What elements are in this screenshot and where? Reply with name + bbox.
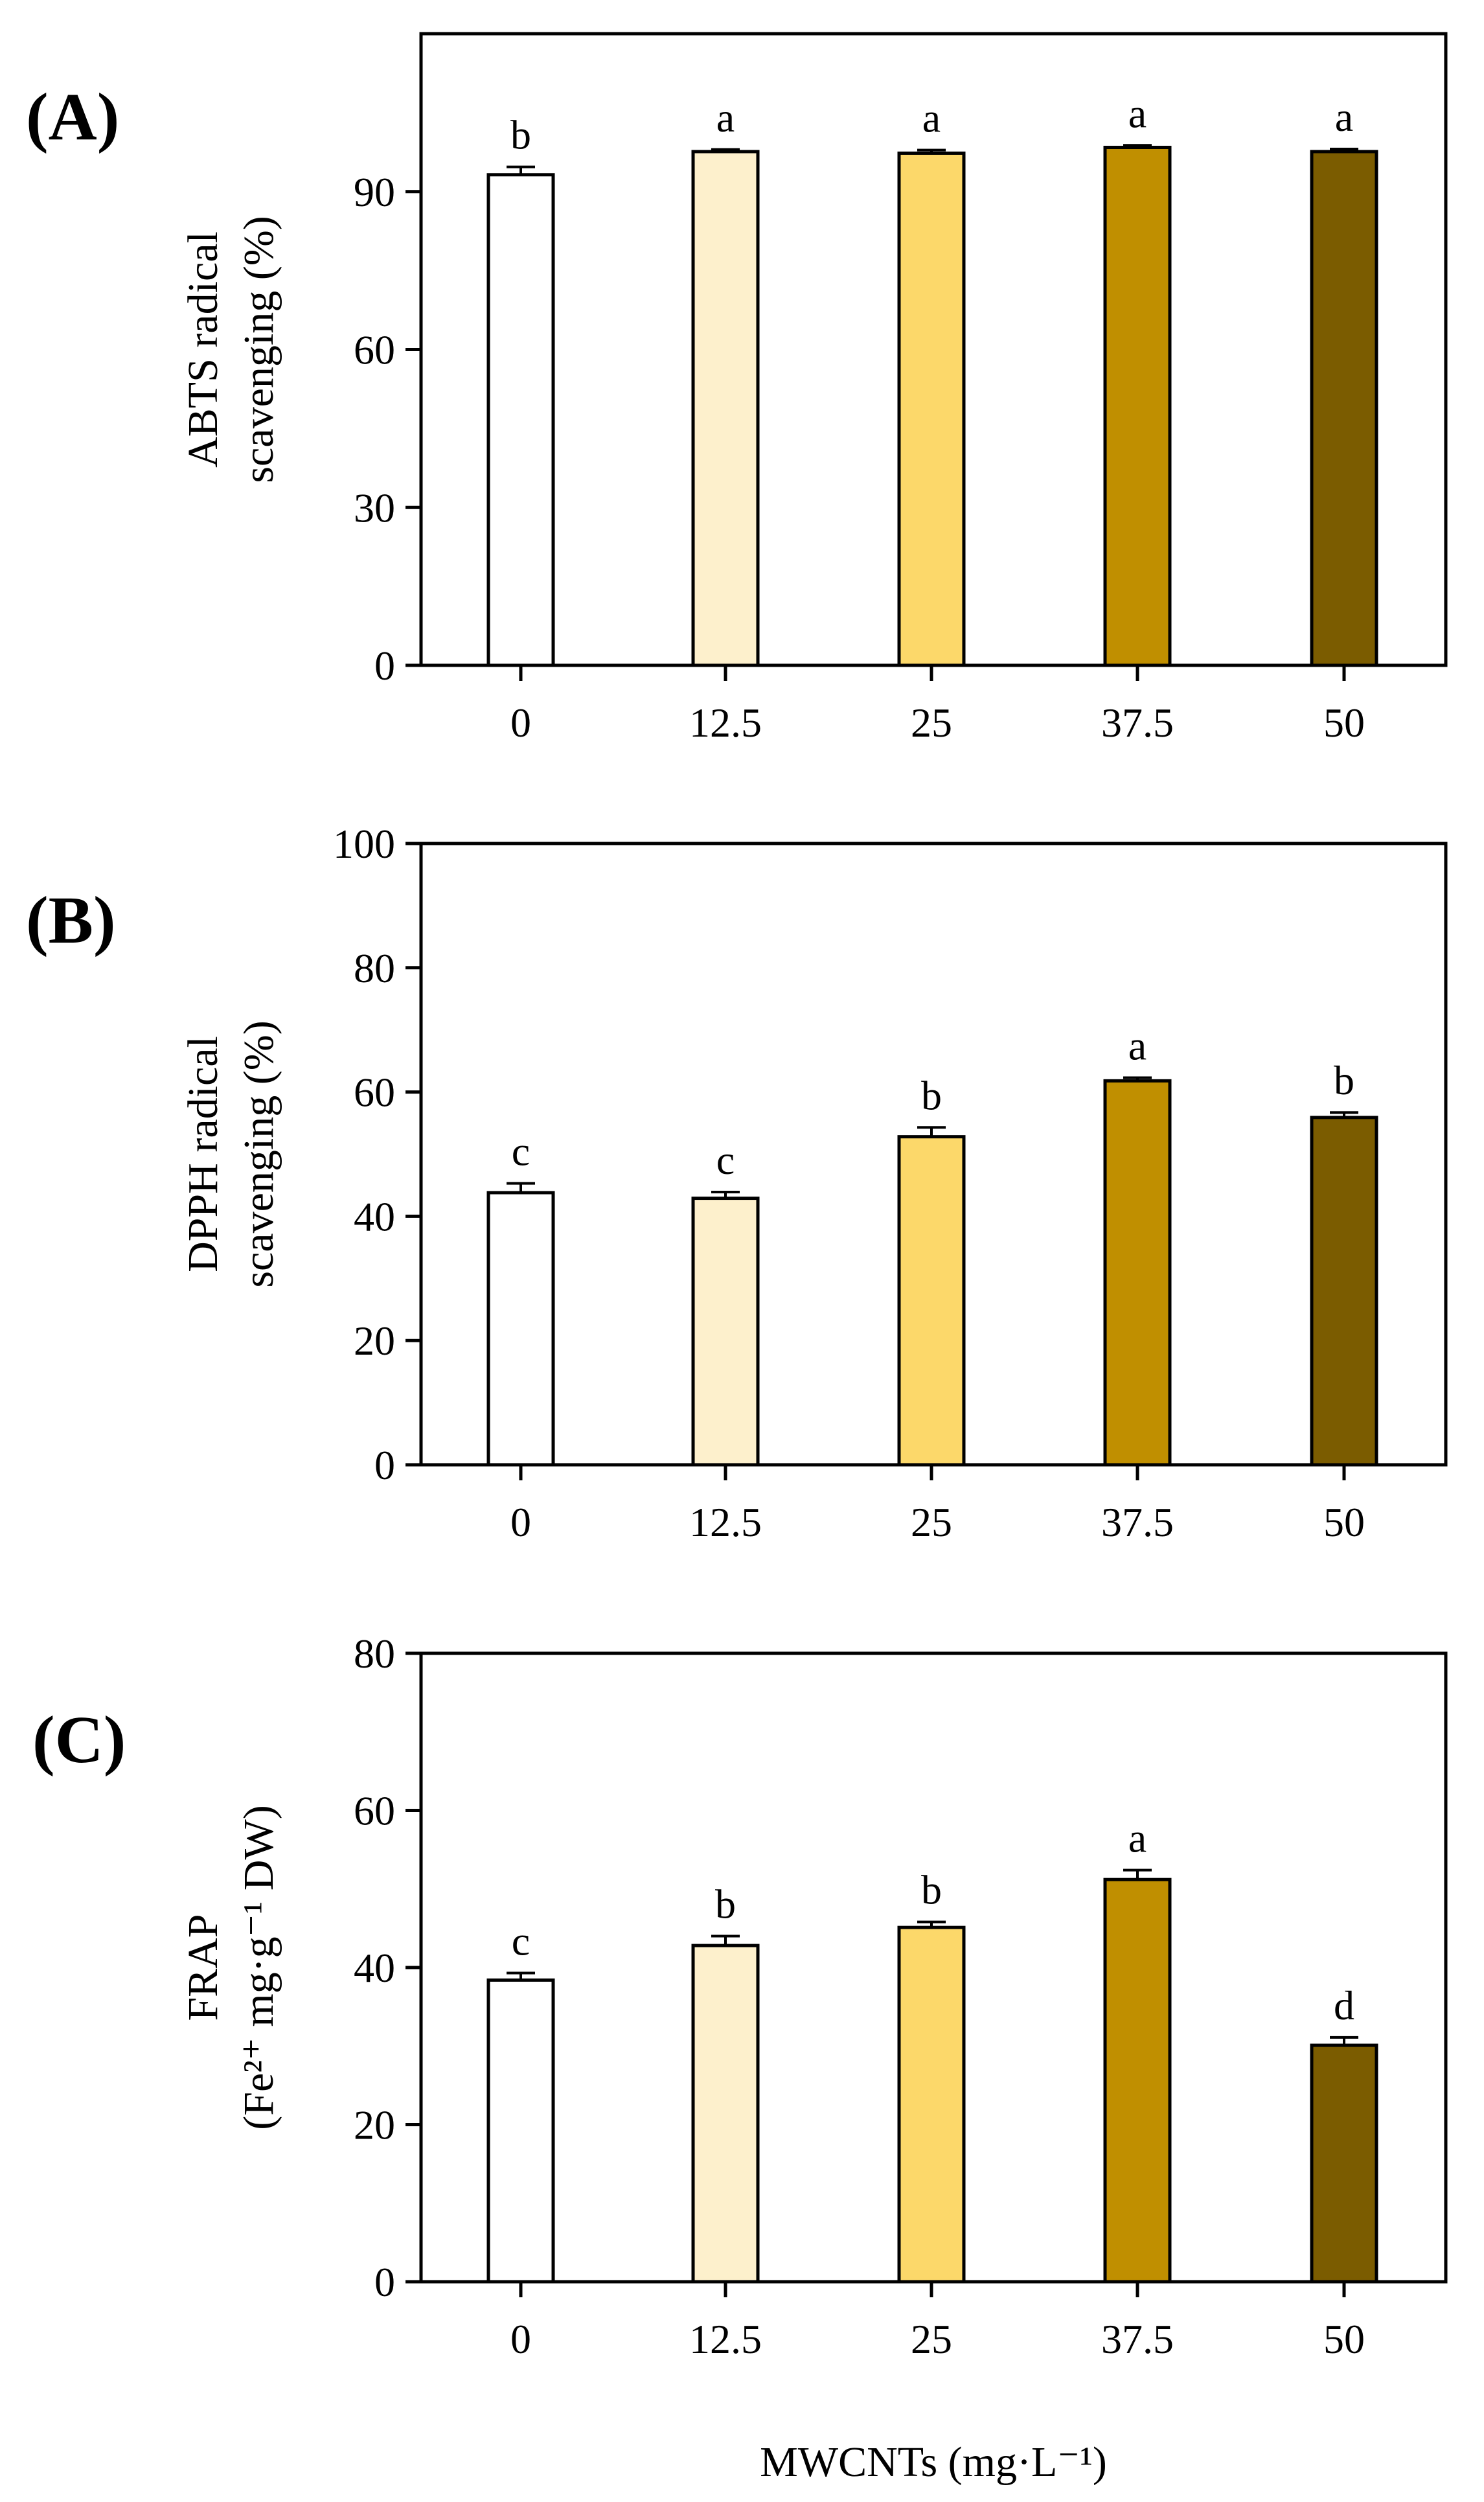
significance-letter: b <box>921 1867 942 1913</box>
y-tick-label: 90 <box>354 169 395 215</box>
significance-letter: a <box>922 95 941 141</box>
x-tick-label: 25 <box>911 700 952 746</box>
significance-letter: b <box>1334 1057 1354 1103</box>
bar <box>1103 1079 1172 1467</box>
panel-a: 0 30 60 90 b 0 a 12.5 a 25 a 37.5 a 50 ABTS radical sca… <box>26 32 1448 746</box>
y-tick-label: 80 <box>354 1631 395 1677</box>
bar <box>1310 2043 1378 2284</box>
bar <box>691 150 760 667</box>
x-tick-label: 25 <box>911 1499 952 1545</box>
y-tick-label: 0 <box>374 643 395 689</box>
y-axis-title-line: DPPH radical <box>179 1036 227 1272</box>
significance-letter: b <box>921 1072 942 1118</box>
x-tick-label: 0 <box>510 2316 531 2362</box>
significance-letter: b <box>715 1881 736 1927</box>
bar <box>691 1944 760 2284</box>
y-axis-title-line: ABTS radical <box>179 231 227 468</box>
significance-letter: d <box>1334 1982 1354 2028</box>
x-tick-label: 50 <box>1323 2316 1365 2362</box>
x-tick-label: 12.5 <box>689 1499 762 1545</box>
x-tick-label: 37.5 <box>1101 1499 1174 1545</box>
significance-letter: c <box>716 1137 735 1183</box>
y-axis-title: DPPH radical scavenging (%) <box>179 1020 282 1287</box>
x-tick-label: 50 <box>1323 1499 1365 1545</box>
bar <box>897 1925 966 2284</box>
y-tick-label: 60 <box>354 327 395 373</box>
x-tick-label: 12.5 <box>689 2316 762 2362</box>
bar <box>1310 1116 1378 1467</box>
x-tick-label: 37.5 <box>1101 2316 1174 2362</box>
x-tick-label: 12.5 <box>689 700 762 746</box>
bar <box>1103 1877 1172 2284</box>
panel-c: 0 20 40 60 80 c 0 b 12.5 b 25 a 37.5 d 50 FRAP (Fe²⁺ mg·… <box>32 1631 1448 2486</box>
y-tick-label: 30 <box>354 485 395 531</box>
y-axis-title: ABTS radical scavenging (%) <box>179 216 282 483</box>
y-tick-label: 40 <box>354 1945 395 1991</box>
significance-letter: a <box>1128 1815 1147 1861</box>
y-tick-label: 80 <box>354 945 395 991</box>
y-tick-label: 60 <box>354 1070 395 1116</box>
y-tick-label: 40 <box>354 1193 395 1239</box>
panel-b: 0 20 40 60 80 100 c 0 c 12.5 b 25 a 37.5 b 50 DPPH radic… <box>26 821 1448 1545</box>
significance-letter: b <box>510 112 531 158</box>
bar <box>486 1978 555 2284</box>
y-axis-title-line: scavenging (%) <box>235 1020 282 1287</box>
y-axis-title-line: scavenging (%) <box>235 216 282 483</box>
significance-letter: c <box>512 1918 530 1964</box>
bar <box>1103 146 1172 667</box>
significance-letter: c <box>512 1129 530 1175</box>
y-axis-title-line: FRAP <box>179 1914 227 2021</box>
bar <box>486 1191 555 1467</box>
bar <box>897 1135 966 1467</box>
bar <box>691 1197 760 1467</box>
x-tick-label: 0 <box>510 700 531 746</box>
x-tick-label: 50 <box>1323 700 1365 746</box>
y-tick-label: 100 <box>333 821 395 867</box>
x-tick-label: 25 <box>911 2316 952 2362</box>
x-tick-label: 0 <box>510 1499 531 1545</box>
y-axis-title-line: (Fe²⁺ mg·g⁻¹ DW) <box>235 1805 282 2129</box>
significance-letter: a <box>1128 90 1147 136</box>
y-tick-label: 60 <box>354 1788 395 1834</box>
panel-label: (B) <box>26 883 116 958</box>
y-tick-label: 0 <box>374 1442 395 1488</box>
significance-letter: a <box>716 95 735 141</box>
bar <box>897 151 966 667</box>
significance-letter: a <box>1335 94 1353 140</box>
y-axis-title: FRAP (Fe²⁺ mg·g⁻¹ DW) <box>179 1805 282 2129</box>
y-tick-label: 0 <box>374 2259 395 2305</box>
panel-label: (C) <box>32 1703 126 1777</box>
x-tick-label: 37.5 <box>1101 700 1174 746</box>
y-tick-label: 20 <box>354 2102 395 2148</box>
significance-letter: a <box>1128 1023 1147 1069</box>
x-axis-title: MWCNTs (mg·L⁻¹) <box>760 2439 1107 2486</box>
y-tick-label: 20 <box>354 1318 395 1364</box>
panel-label: (A) <box>26 80 119 154</box>
bar <box>486 173 555 667</box>
bar <box>1310 150 1378 667</box>
